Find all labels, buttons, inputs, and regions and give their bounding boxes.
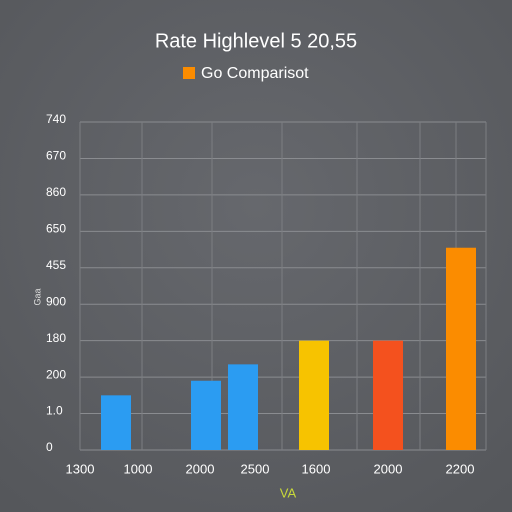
- legend-label: Go Comparisot: [201, 65, 309, 82]
- y-tick-label: 0: [46, 440, 53, 454]
- x-tick-label: 2000: [186, 461, 215, 476]
- x-tick-label: 1600: [302, 461, 331, 476]
- legend-swatch: [183, 67, 195, 79]
- y-tick-label: 455: [46, 258, 66, 272]
- y-tick-label: 1.0: [46, 404, 63, 418]
- bar: [299, 340, 329, 450]
- bar: [191, 380, 221, 450]
- y-tick-label: 670: [46, 149, 66, 163]
- y-tick-label: 180: [46, 331, 66, 345]
- x-tick-label: 2200: [446, 461, 475, 476]
- x-tick-label: 2500: [241, 461, 270, 476]
- y-axis-label: Gaa: [32, 288, 42, 305]
- y-tick-label: 900: [46, 294, 66, 308]
- x-tick-label: 1000: [124, 461, 153, 476]
- bar: [373, 340, 403, 450]
- x-tick-label: 2000: [374, 461, 403, 476]
- x-axis-label: VA: [280, 485, 297, 500]
- chart-title: Rate Highlevel 5 20,55: [155, 30, 357, 52]
- bar: [228, 364, 258, 450]
- y-tick-label: 740: [46, 112, 66, 126]
- bar: [101, 395, 131, 450]
- x-tick-label: 1300: [66, 461, 95, 476]
- y-tick-label: 860: [46, 185, 66, 199]
- bar: [446, 247, 476, 450]
- y-tick-label: 200: [46, 367, 66, 381]
- y-tick-label: 650: [46, 222, 66, 236]
